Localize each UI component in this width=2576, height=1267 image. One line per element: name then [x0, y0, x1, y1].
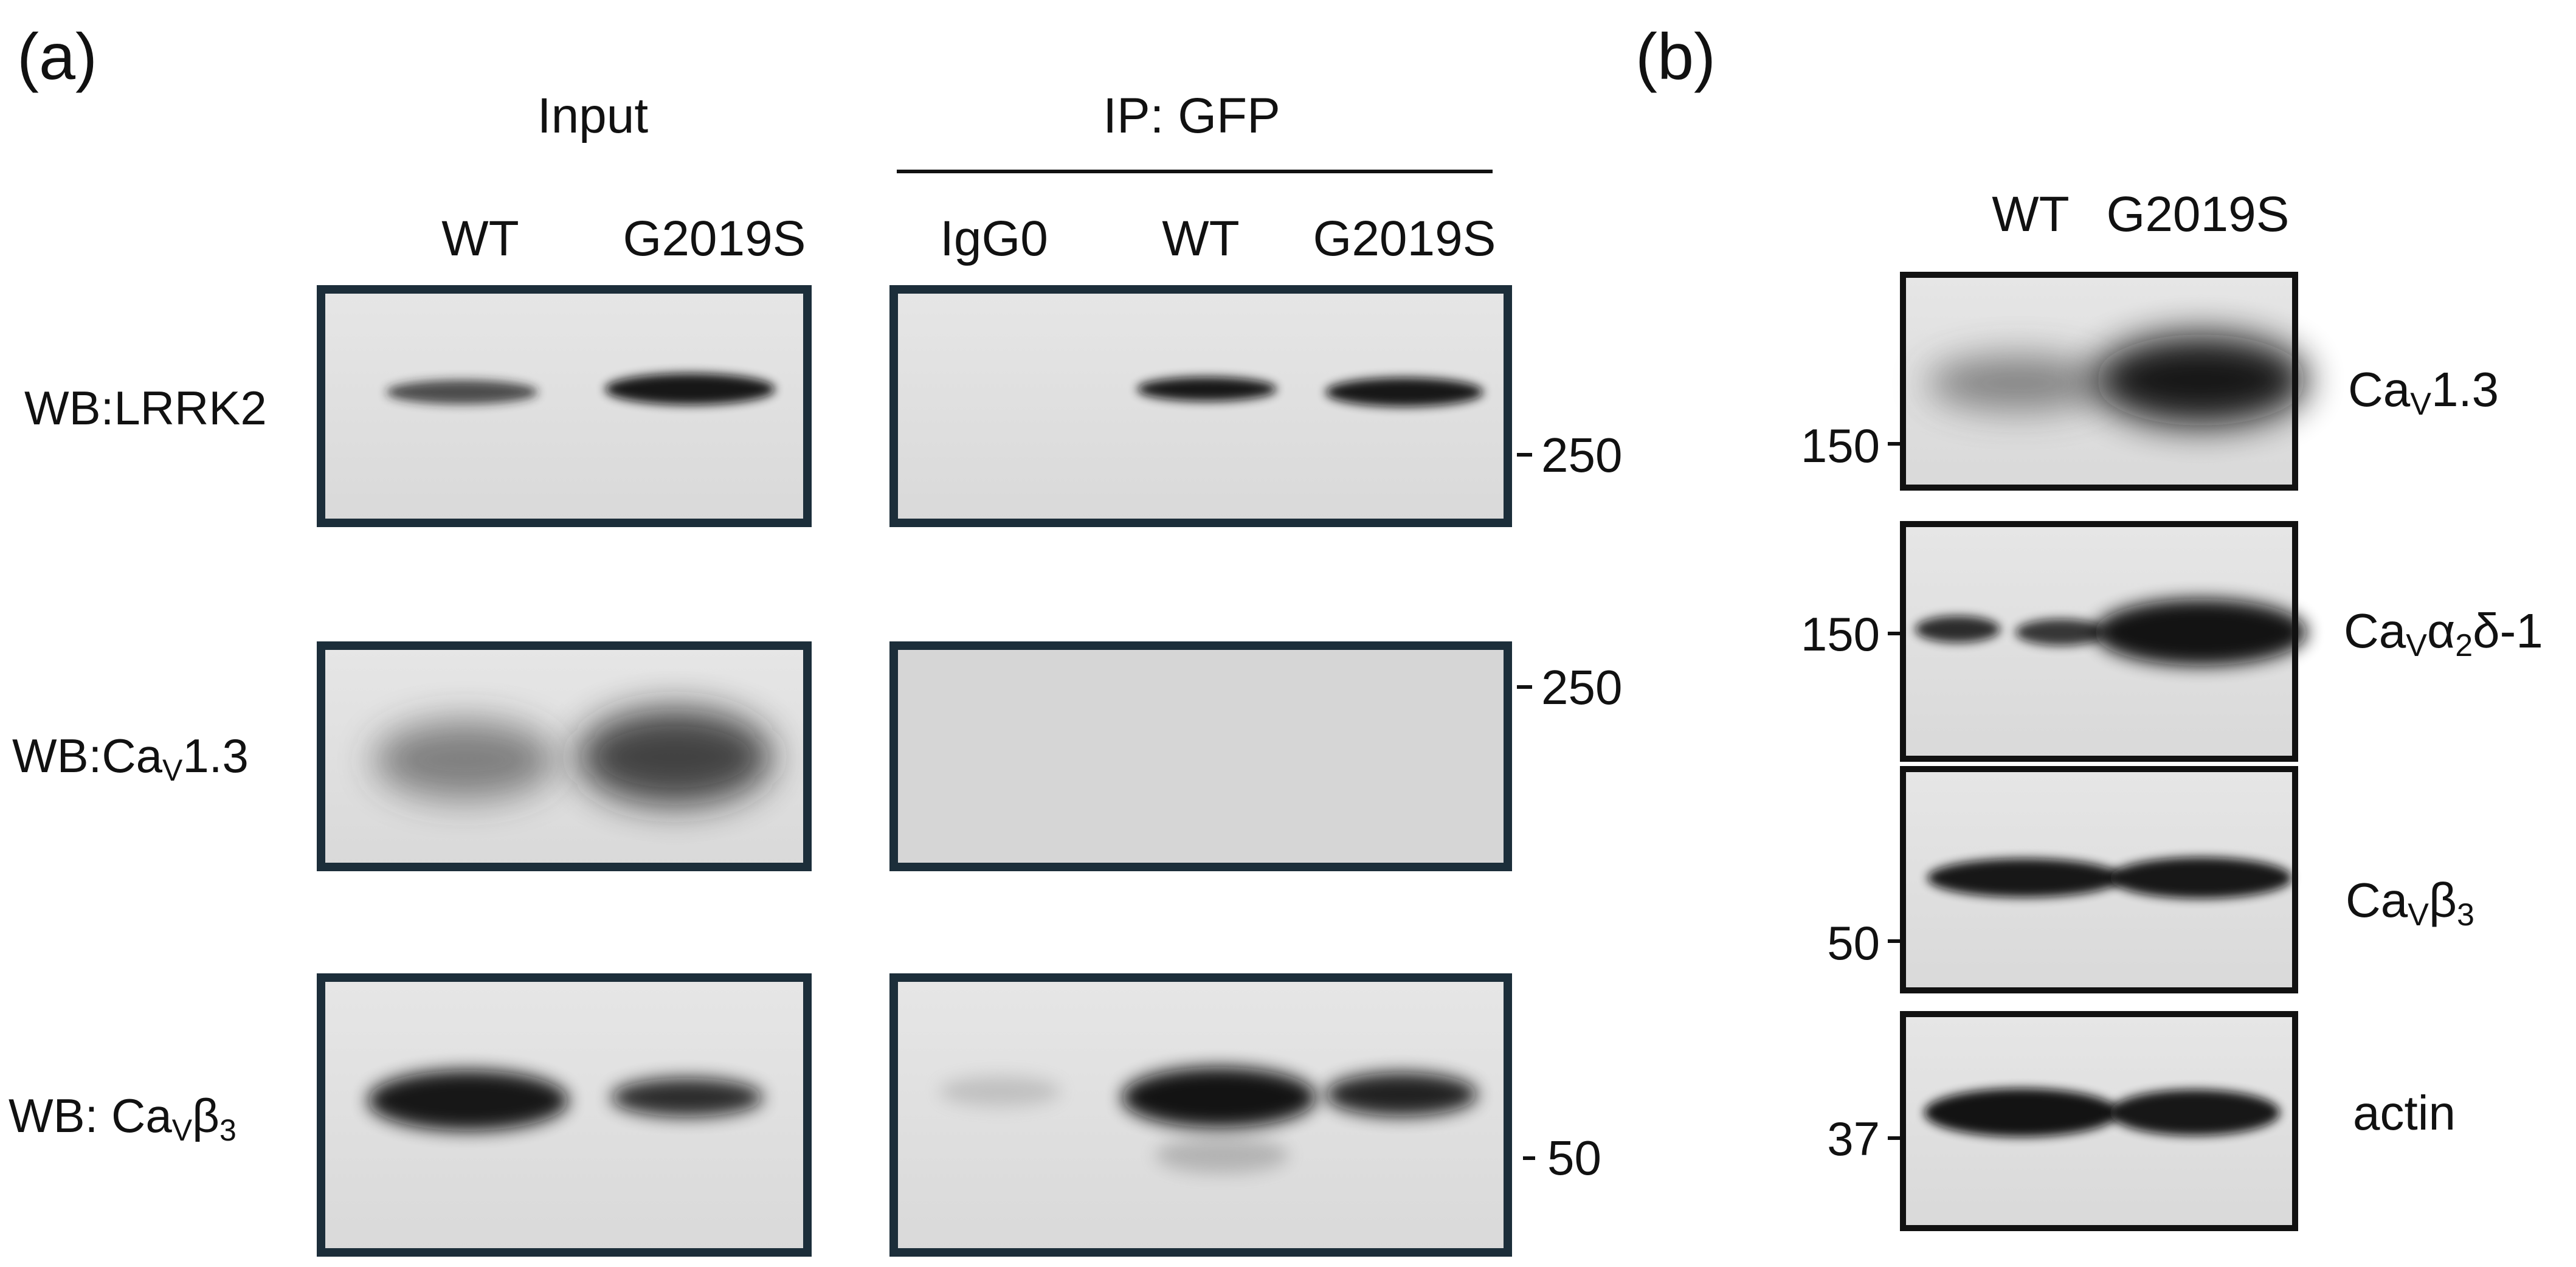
band	[611, 1078, 763, 1117]
ip-lane-wt: WT	[1162, 211, 1239, 266]
band	[1325, 1072, 1477, 1116]
band	[2110, 1089, 2280, 1136]
wb-label-cav13: WB:CaV1.3	[12, 729, 249, 787]
band	[1325, 378, 1483, 407]
b-marker-150-row1: 150	[1801, 419, 1880, 472]
band	[2110, 857, 2292, 899]
marker-50-row3: 50	[1547, 1131, 1601, 1185]
band	[2094, 599, 2307, 666]
panel-a-label: (a)	[17, 19, 97, 93]
blot-b-cavbeta3	[1900, 766, 2298, 993]
band	[605, 373, 775, 405]
b-lane-wt: WT	[1992, 187, 2069, 242]
blot-ip-cav13	[889, 641, 1512, 871]
band	[1924, 1088, 2119, 1137]
band	[374, 720, 556, 799]
input-lane-g2019s: G2019S	[623, 211, 806, 266]
blot-input-cav13	[317, 641, 812, 871]
band	[578, 708, 772, 806]
ip-lane-g2019s: G2019S	[1313, 211, 1496, 266]
blot-input-lrrk2	[317, 285, 812, 527]
panel-b-label: (b)	[1635, 19, 1716, 93]
band	[2094, 334, 2307, 426]
marker-250-row2: 250	[1541, 660, 1622, 714]
band	[1122, 1067, 1316, 1128]
blot-b-cava2d1	[1900, 521, 2307, 762]
band	[939, 1076, 1061, 1106]
blot-b-actin	[1900, 1011, 2298, 1231]
input-lane-wt: WT	[441, 211, 519, 266]
band	[1927, 858, 2122, 897]
band	[1155, 1137, 1289, 1173]
b-name-cavbeta3: CaVβ3	[2346, 873, 2474, 933]
input-header: Input	[537, 88, 649, 143]
marker-250-row1: 250	[1541, 428, 1622, 482]
wb-label-cavbeta3: WB: CaVβ3	[9, 1089, 237, 1147]
blot-ip-lrrk2	[889, 285, 1512, 527]
band	[1915, 616, 2000, 643]
band	[1137, 377, 1277, 401]
b-marker-37-row4: 37	[1827, 1112, 1880, 1165]
ip-header: IP: GFP	[1103, 88, 1280, 143]
band	[368, 1070, 568, 1131]
band	[1927, 356, 2110, 410]
b-marker-50-row3: 50	[1827, 916, 1880, 970]
wb-label-lrrk2: WB:LRRK2	[24, 381, 267, 435]
b-name-actin: actin	[2353, 1086, 2456, 1140]
blot-ip-cavbeta3	[889, 973, 1512, 1257]
blot-b-cav13	[1900, 272, 2307, 491]
band	[386, 380, 538, 404]
b-name-cav13: CaV1.3	[2348, 362, 2499, 422]
ip-lane-igg0: IgG0	[940, 211, 1048, 266]
blot-input-cavbeta3	[317, 973, 812, 1257]
band	[2015, 619, 2107, 646]
b-name-cava2d1: CaVα2δ-1	[2344, 604, 2543, 663]
b-lane-g2019s: G2019S	[2107, 187, 2290, 242]
b-marker-150-row2: 150	[1801, 607, 1880, 661]
